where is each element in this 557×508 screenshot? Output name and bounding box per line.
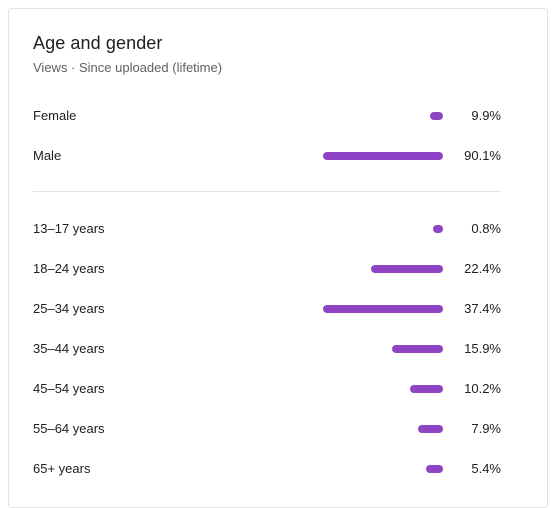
bar-track — [323, 425, 443, 433]
age-percent: 0.8% — [471, 221, 501, 236]
card-title: Age and gender — [33, 33, 163, 53]
gender-bar — [430, 112, 443, 120]
bar-track — [323, 112, 443, 120]
age-label: 55–64 years — [33, 421, 105, 436]
bar-track — [323, 152, 443, 160]
bar-track — [323, 265, 443, 273]
card-subtitle: Views · Since uploaded (lifetime) — [33, 60, 223, 75]
age-row-55-64: 55–64 years 7.9% — [33, 419, 501, 439]
bar-track — [323, 305, 443, 313]
bar-track — [323, 465, 443, 473]
age-bar — [323, 305, 443, 313]
age-row-18-24: 18–24 years 22.4% — [33, 259, 501, 279]
gender-percent: 90.1% — [464, 148, 501, 163]
age-percent: 7.9% — [471, 421, 501, 436]
age-label: 18–24 years — [33, 261, 105, 276]
age-bar — [418, 425, 443, 433]
age-bar — [392, 345, 443, 353]
bar-track — [323, 345, 443, 353]
age-label: 65+ years — [33, 461, 91, 476]
gender-bar — [323, 152, 443, 160]
age-percent: 15.9% — [464, 341, 501, 356]
age-row-13-17: 13–17 years 0.8% — [33, 219, 501, 239]
age-row-35-44: 35–44 years 15.9% — [33, 339, 501, 359]
age-bar — [433, 225, 443, 233]
age-gender-card: Age and gender Views · Since uploaded (l… — [8, 8, 548, 508]
gender-percent: 9.9% — [471, 108, 501, 123]
bar-track — [323, 385, 443, 393]
age-bar — [426, 465, 443, 473]
section-divider — [33, 191, 501, 192]
gender-label: Female — [33, 108, 77, 123]
age-percent: 22.4% — [464, 261, 501, 276]
age-label: 45–54 years — [33, 381, 105, 396]
age-percent: 10.2% — [464, 381, 501, 396]
age-percent: 5.4% — [471, 461, 501, 476]
age-bar — [371, 265, 443, 273]
gender-row-female: Female 9.9% — [33, 106, 501, 126]
bar-track — [323, 225, 443, 233]
age-label: 25–34 years — [33, 301, 105, 316]
age-label: 13–17 years — [33, 221, 105, 236]
gender-label: Male — [33, 148, 62, 163]
age-row-25-34: 25–34 years 37.4% — [33, 299, 501, 319]
age-bar — [410, 385, 443, 393]
age-row-65-plus: 65+ years 5.4% — [33, 459, 501, 479]
gender-row-male: Male 90.1% — [33, 146, 501, 166]
age-percent: 37.4% — [464, 301, 501, 316]
age-row-45-54: 45–54 years 10.2% — [33, 379, 501, 399]
age-label: 35–44 years — [33, 341, 105, 356]
